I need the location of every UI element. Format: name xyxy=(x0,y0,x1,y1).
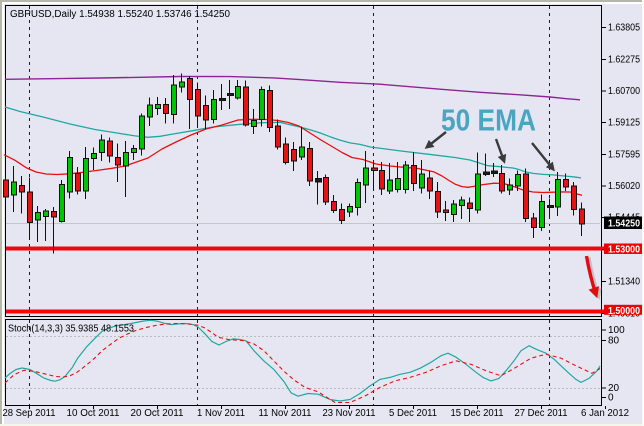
svg-text:1.53000: 1.53000 xyxy=(608,245,640,256)
svg-text:50 EMA: 50 EMA xyxy=(441,103,536,138)
svg-text:1 Nov 2011: 1 Nov 2011 xyxy=(197,408,245,419)
svg-text:15 Dec 2011: 15 Dec 2011 xyxy=(451,408,504,419)
svg-text:100: 100 xyxy=(608,325,625,336)
svg-text:5 Dec 2011: 5 Dec 2011 xyxy=(389,408,437,419)
svg-text:GBPUSD,Daily 1.54938 1.55240: GBPUSD,Daily 1.54938 1.55240 1.53746 1.5… xyxy=(10,9,230,20)
svg-text:1.50000: 1.50000 xyxy=(608,306,640,317)
svg-text:28 Sep 2011: 28 Sep 2011 xyxy=(3,408,56,419)
svg-text:20 Oct 2011: 20 Oct 2011 xyxy=(131,408,184,419)
svg-text:Stoch(14,3,3) 35.9385 48.1553: Stoch(14,3,3) 35.9385 48.1553 xyxy=(8,324,134,335)
svg-text:1.54250: 1.54250 xyxy=(608,219,640,230)
svg-text:1.59125: 1.59125 xyxy=(608,118,640,129)
svg-text:20: 20 xyxy=(608,383,620,394)
svg-text:1.56020: 1.56020 xyxy=(608,181,640,192)
svg-text:1.63805: 1.63805 xyxy=(608,23,640,34)
svg-text:1.51340: 1.51340 xyxy=(608,277,640,288)
svg-text:0: 0 xyxy=(608,393,614,404)
svg-text:80: 80 xyxy=(608,336,620,347)
svg-text:10 Oct 2011: 10 Oct 2011 xyxy=(67,408,120,419)
svg-text:11 Nov 2011: 11 Nov 2011 xyxy=(259,408,312,419)
svg-text:1.60700: 1.60700 xyxy=(608,86,640,97)
svg-text:6 Jan 2012: 6 Jan 2012 xyxy=(581,408,629,419)
svg-text:1.62275: 1.62275 xyxy=(608,55,640,66)
svg-text:27 Dec 2011: 27 Dec 2011 xyxy=(515,408,568,419)
svg-text:1.57595: 1.57595 xyxy=(608,150,640,161)
svg-text:23 Nov 2011: 23 Nov 2011 xyxy=(323,408,376,419)
